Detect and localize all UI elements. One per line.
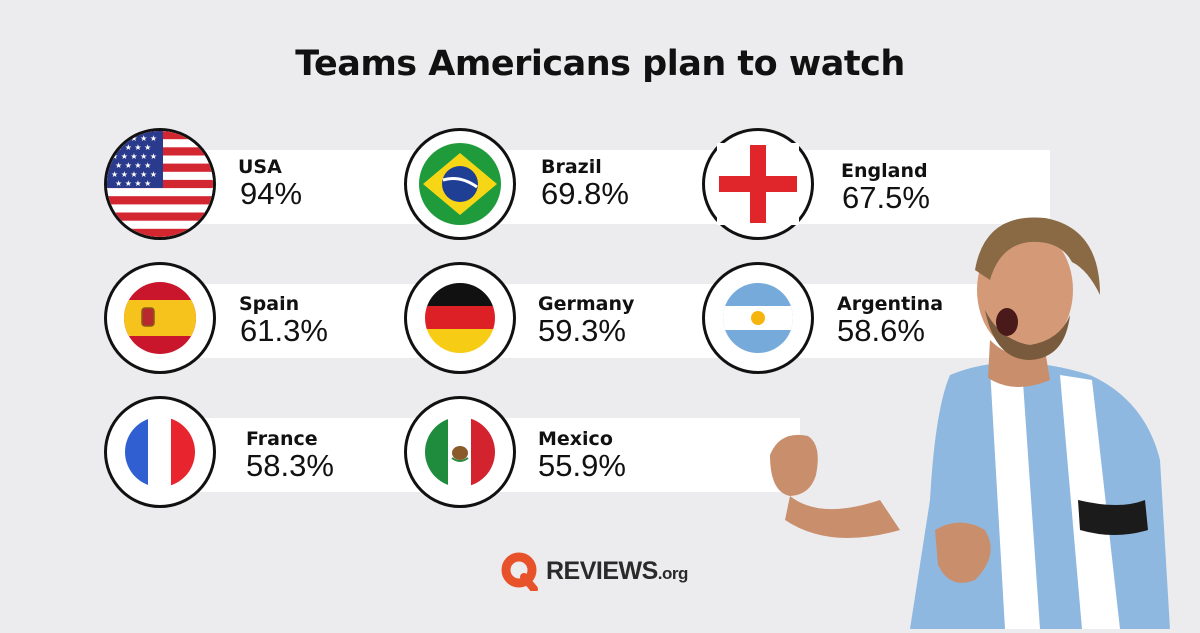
usa-flag-icon: ★ ★ ★ ★ ★ ★ ★ ★ ★ ★ ★ ★ ★ ★ ★ ★ ★ ★ ★ ★ …	[104, 128, 216, 240]
pct-label-germany: 59.3%	[538, 313, 626, 348]
country-label-argentina: Argentina	[837, 293, 944, 315]
logo-text: REVIEWS.org	[546, 557, 688, 586]
england-flag-icon	[702, 128, 814, 240]
pct-label-france: 58.3%	[246, 448, 334, 483]
logo-brand: REVIEWS	[546, 556, 658, 585]
pct-label-spain: 61.3%	[240, 313, 328, 348]
svg-text:★ ★ ★ ★: ★ ★ ★ ★	[115, 143, 151, 152]
reviews-logo-icon	[501, 552, 538, 591]
country-label-spain: Spain	[239, 293, 300, 315]
brazil-flag-icon	[404, 128, 516, 240]
svg-text:★ ★ ★ ★: ★ ★ ★ ★	[115, 179, 151, 188]
country-label-france: France	[246, 428, 318, 450]
pct-label-argentina: 58.6%	[837, 313, 925, 348]
row-band-2	[160, 284, 1030, 358]
pct-label-usa: 94%	[240, 176, 303, 211]
argentina-flag-icon	[702, 262, 814, 374]
country-label-brazil: Brazil	[541, 156, 602, 178]
reviews-logo: REVIEWS.org	[500, 551, 688, 591]
spain-flag-icon	[104, 262, 216, 374]
country-label-mexico: Mexico	[538, 428, 613, 450]
svg-text:★ ★ ★ ★ ★: ★ ★ ★ ★ ★	[111, 152, 157, 161]
pct-label-brazil: 69.8%	[541, 176, 629, 211]
country-label-england: England	[841, 160, 928, 182]
france-flag-icon	[104, 396, 216, 508]
pct-label-england: 67.5%	[842, 180, 930, 215]
row-band-1	[160, 150, 1050, 224]
svg-text:★ ★ ★ ★: ★ ★ ★ ★	[115, 161, 151, 170]
mexico-flag-icon	[404, 396, 516, 508]
germany-flag-icon	[404, 262, 516, 374]
pct-label-mexico: 55.9%	[538, 448, 626, 483]
svg-text:★ ★ ★ ★ ★: ★ ★ ★ ★ ★	[111, 170, 157, 179]
chart-title: Teams Americans plan to watch	[295, 44, 905, 84]
logo-suffix: .org	[657, 563, 689, 583]
svg-text:★ ★ ★ ★ ★: ★ ★ ★ ★ ★	[111, 134, 157, 143]
country-label-germany: Germany	[538, 293, 635, 315]
country-label-usa: USA	[238, 156, 282, 178]
cheering-player-image	[760, 200, 1180, 633]
